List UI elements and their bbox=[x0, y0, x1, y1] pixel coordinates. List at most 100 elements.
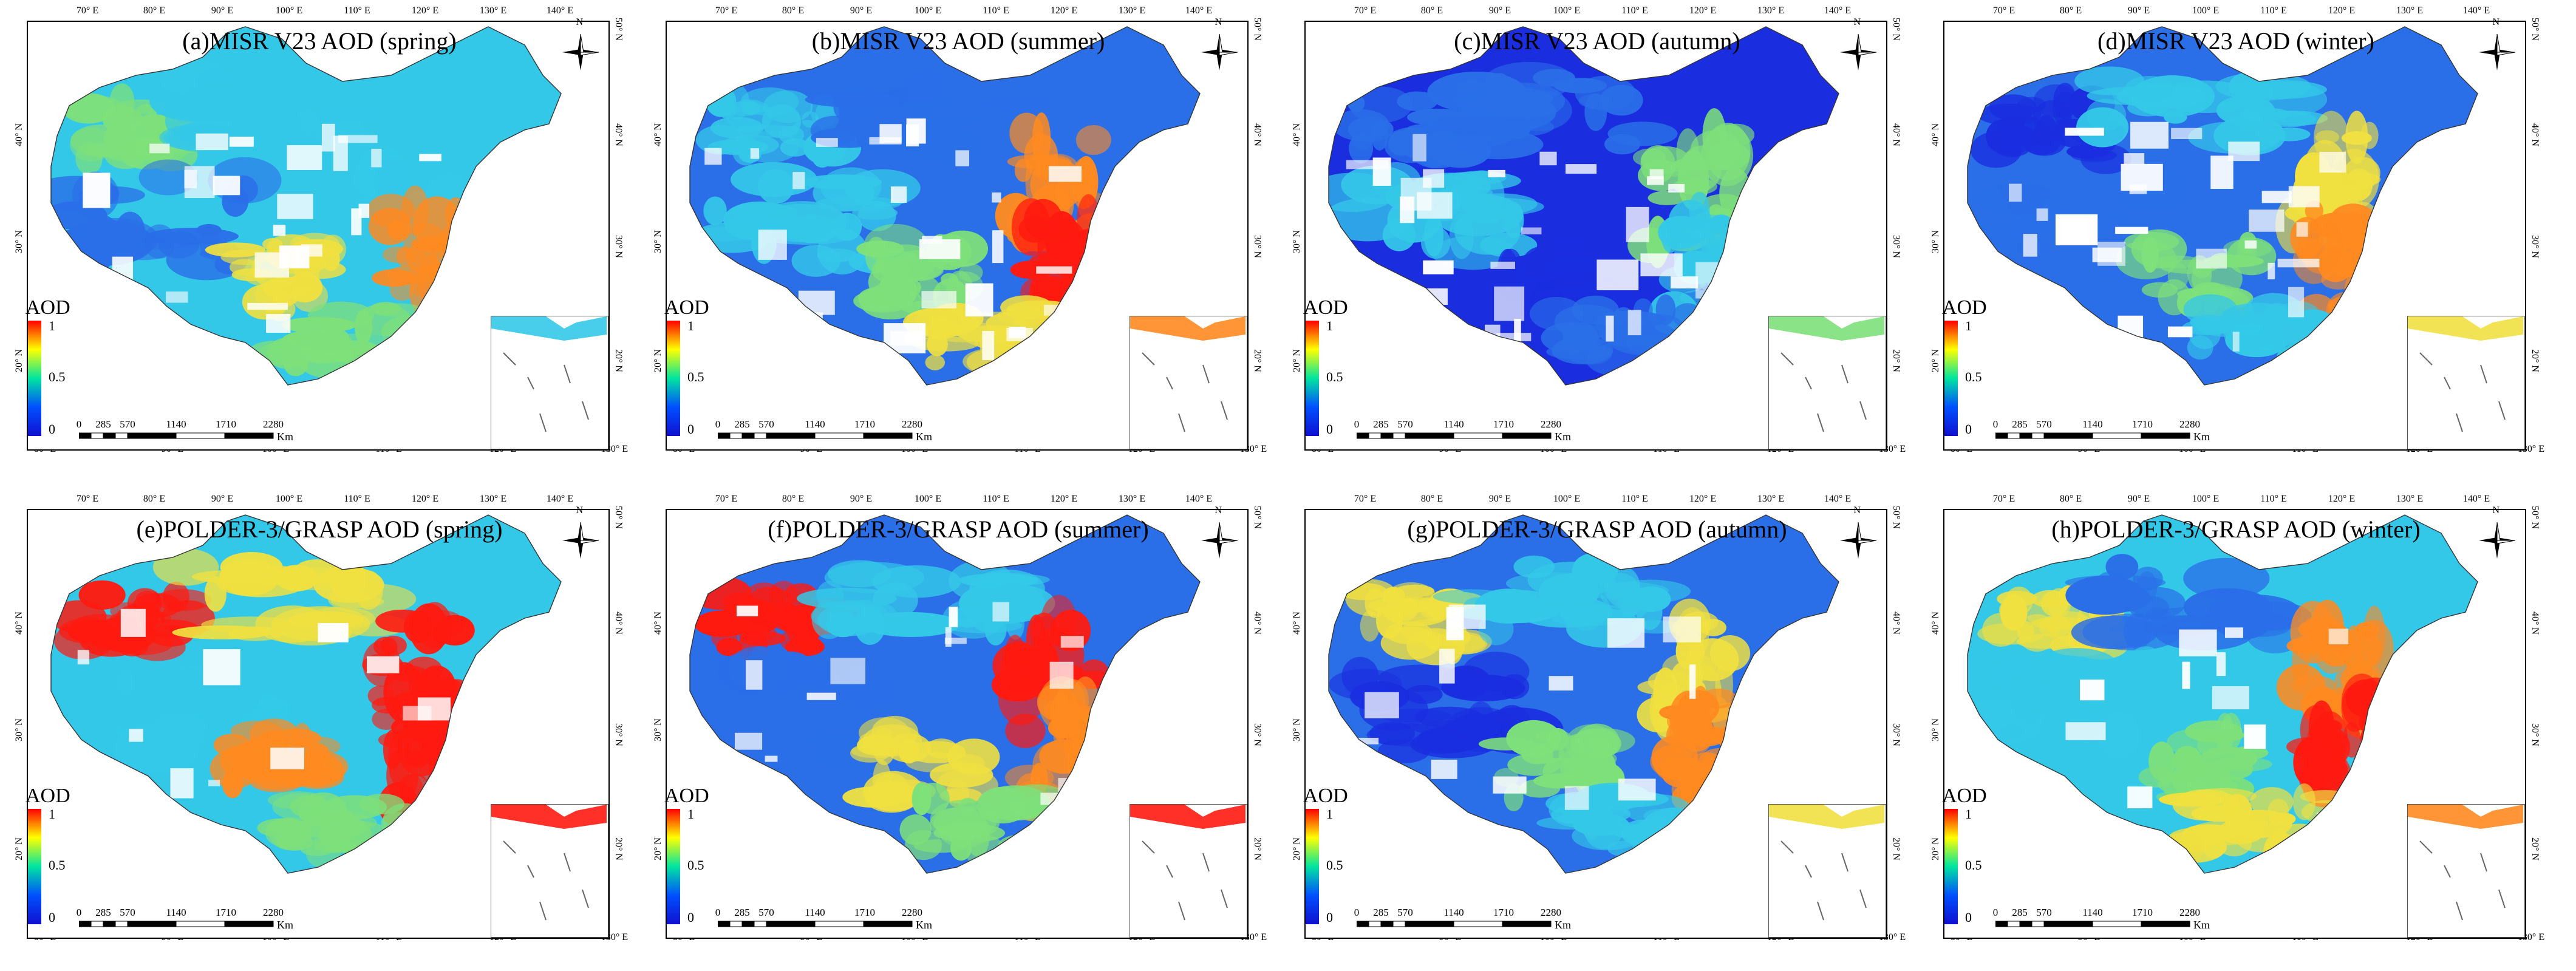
colorbar-label: 0 bbox=[1965, 910, 1972, 925]
colorbar bbox=[1944, 321, 1958, 436]
lon-tick-top: 140° E bbox=[546, 494, 574, 504]
map-panel: 70° E 80° E 90° E 100° E 110° E 120° E 130° E 1… bbox=[1290, 0, 1906, 457]
lon-tick-top: 140° E bbox=[1185, 494, 1213, 504]
scale-label: 1140 bbox=[166, 907, 186, 918]
map-panel: 70° E 80° E 90° E 100° E 110° E 120° E 130° E 1… bbox=[1290, 488, 1906, 945]
lat-tick-left: 30° N bbox=[1930, 230, 1941, 253]
colorbar-label: 1 bbox=[49, 806, 55, 822]
north-arrow-icon bbox=[1198, 519, 1241, 562]
lat-tick-right: 40° N bbox=[2530, 612, 2540, 635]
lat-tick-right: 30° N bbox=[1252, 235, 1262, 258]
scale-bar: 0 285 570 1140 1710 2280 Km bbox=[77, 907, 395, 932]
scale-label: 0 bbox=[76, 418, 82, 430]
lon-tick-top: 80° E bbox=[1420, 5, 1443, 16]
lon-tick-top: 100° E bbox=[2192, 494, 2220, 504]
colorbar-label: 0 bbox=[687, 421, 694, 437]
map-panel: 70° E 80° E 90° E 100° E 110° E 120° E 130° E 1… bbox=[12, 488, 628, 945]
lon-tick-top: 120° E bbox=[1689, 5, 1717, 16]
scale-label: 1140 bbox=[805, 907, 825, 918]
colorbar-label: 0 bbox=[1965, 421, 1972, 437]
north-arrow-icon bbox=[2475, 519, 2519, 562]
scale-label: 285 bbox=[1373, 907, 1389, 918]
lat-tick-left: 20° N bbox=[1292, 837, 1302, 860]
north-label: N bbox=[576, 17, 583, 27]
colorbar-label: 1 bbox=[687, 806, 694, 822]
lon-tick-top: 90° E bbox=[2127, 5, 2150, 16]
lat-tick-left: 20° N bbox=[653, 837, 663, 860]
lat-tick-left: 30° N bbox=[1930, 718, 1941, 741]
lat-tick-left: 40° N bbox=[653, 123, 663, 146]
south-china-sea-inset bbox=[491, 316, 608, 449]
lon-tick-top: 120° E bbox=[1050, 5, 1078, 16]
lon-tick-top: 80° E bbox=[2059, 494, 2082, 504]
country-outline bbox=[1967, 26, 2478, 386]
north-label: N bbox=[1215, 505, 1222, 516]
scale-bar: 0 285 570 1140 1710 2280 Km bbox=[1993, 907, 2311, 932]
lat-tick-left: 30° N bbox=[14, 718, 24, 741]
lon-tick-top: 140° E bbox=[1185, 5, 1213, 16]
scale-unit: Km bbox=[277, 431, 293, 443]
scale-label: 0 bbox=[1354, 907, 1360, 918]
lon-tick-top: 110° E bbox=[2260, 5, 2287, 16]
colorbar-label: 0 bbox=[49, 421, 55, 437]
legend-title: AOD bbox=[1303, 296, 1348, 319]
lat-tick-right: 30° N bbox=[2530, 723, 2540, 746]
scale-unit: Km bbox=[916, 431, 932, 443]
scale-label: 570 bbox=[120, 907, 135, 918]
map-panel: 70° E 80° E 90° E 100° E 110° E 120° E 130° E 1… bbox=[1929, 0, 2544, 457]
legend-title: AOD bbox=[664, 296, 709, 319]
scale-unit: Km bbox=[916, 919, 932, 931]
north-arrow-icon bbox=[1836, 519, 1880, 562]
panel-title: (a)MISR V23 AOD (spring) bbox=[182, 27, 457, 55]
south-china-sea-inset bbox=[1130, 316, 1247, 449]
panel-title: (c)MISR V23 AOD (autumn) bbox=[1454, 27, 1740, 55]
scale-bar-graphic bbox=[718, 432, 913, 439]
lon-tick-top: 70° E bbox=[1354, 5, 1377, 16]
north-arrow-icon bbox=[2475, 30, 2519, 74]
lat-tick-left: 20° N bbox=[14, 349, 24, 372]
scale-bar: 0 285 570 1140 1710 2280 Km bbox=[1354, 419, 1672, 443]
scale-bar-graphic bbox=[1357, 432, 1552, 439]
colorbar-label: 0.5 bbox=[1965, 369, 1982, 384]
scale-bar-graphic bbox=[79, 921, 274, 927]
lon-tick-top: 90° E bbox=[850, 5, 873, 16]
aod-map bbox=[1967, 26, 2478, 386]
north-arrow-icon bbox=[559, 30, 602, 74]
scale-bar-graphic bbox=[1357, 921, 1552, 927]
lon-tick-top: 110° E bbox=[344, 5, 370, 16]
lon-tick-top: 120° E bbox=[411, 494, 439, 504]
south-china-sea-inset bbox=[1768, 804, 1886, 938]
lat-tick-right: 20° N bbox=[1252, 837, 1262, 860]
scale-bar: 0 285 570 1140 1710 2280 Km bbox=[76, 418, 395, 443]
lon-tick-top: 110° E bbox=[983, 494, 1009, 504]
lat-tick-left: 20° N bbox=[1930, 837, 1941, 860]
colorbar-label: 1 bbox=[1326, 806, 1333, 822]
scale-label: 1140 bbox=[2082, 418, 2103, 430]
north-label: N bbox=[576, 505, 583, 516]
lat-tick-left: 40° N bbox=[14, 612, 24, 635]
lon-tick-top: 80° E bbox=[2059, 5, 2082, 16]
south-china-sea-inset bbox=[1130, 804, 1247, 938]
south-china-sea-inset bbox=[491, 804, 608, 938]
panel-title: (h)POLDER-3/GRASP AOD (winter) bbox=[2051, 516, 2421, 543]
legend-title: AOD bbox=[26, 296, 70, 319]
colorbar-label: 0.5 bbox=[687, 857, 704, 873]
scale-label: 285 bbox=[95, 907, 111, 918]
scale-bar: 0 285 570 1140 1710 2280 Km bbox=[715, 907, 1034, 932]
scale-label: 2280 bbox=[1541, 907, 1561, 918]
scale-bar: 0 285 570 1140 1710 2280 Km bbox=[1993, 418, 2311, 443]
lon-tick-top: 100° E bbox=[914, 5, 942, 16]
north-label: N bbox=[1853, 505, 1861, 516]
lon-tick-top: 130° E bbox=[1118, 5, 1146, 16]
colorbar-label: 1 bbox=[687, 318, 694, 333]
aod-map bbox=[50, 514, 562, 874]
colorbar bbox=[667, 809, 680, 924]
country-outline bbox=[1328, 514, 1839, 874]
lon-tick-top: 70° E bbox=[715, 5, 738, 16]
lat-tick-right: 20° N bbox=[1891, 349, 1901, 372]
north-label: N bbox=[1215, 17, 1222, 27]
scale-bar: 0 285 570 1140 1710 2280 Km bbox=[1354, 907, 1672, 932]
lon-tick-top: 140° E bbox=[546, 5, 574, 16]
scale-unit: Km bbox=[277, 919, 293, 931]
colorbar bbox=[28, 809, 41, 924]
